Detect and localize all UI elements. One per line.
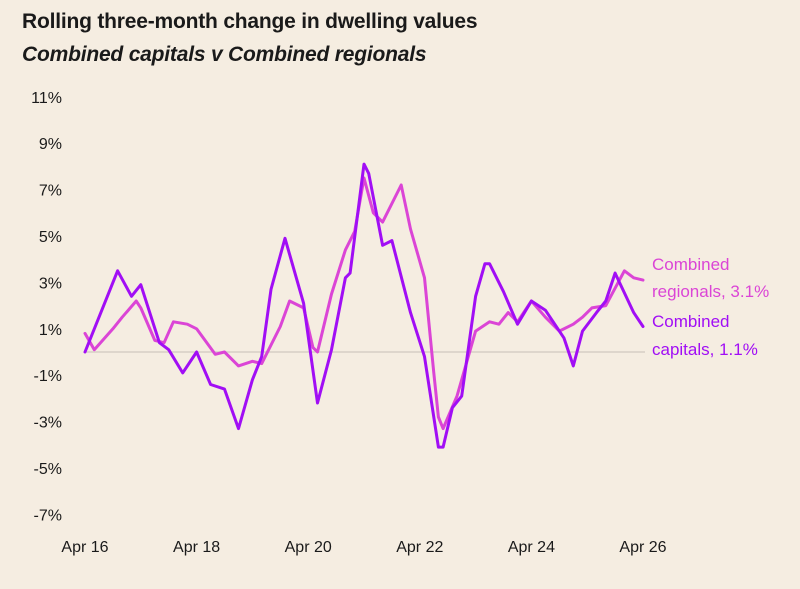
chart-subtitle: Combined capitals v Combined regionals [22, 43, 427, 66]
y-tick-label: 5% [39, 229, 62, 246]
y-tick-label: -7% [34, 507, 62, 524]
y-tick-label: -3% [34, 415, 62, 432]
y-tick-label: 7% [39, 183, 62, 200]
x-tick-label: Apr 18 [173, 539, 220, 556]
x-tick-label: Apr 26 [619, 539, 666, 556]
y-tick-label: -1% [34, 368, 62, 385]
chart-title: Rolling three-month change in dwelling v… [22, 10, 478, 33]
series-label: capitals, 1.1% [652, 340, 758, 359]
y-tick-label: 1% [39, 322, 62, 339]
x-tick-label: Apr 22 [396, 539, 443, 556]
series-label: regionals, 3.1% [652, 282, 769, 301]
series-label: Combined [652, 255, 730, 274]
series-label: Combined [652, 312, 730, 331]
x-tick-label: Apr 24 [508, 539, 555, 556]
series-line-combined-regionals [83, 176, 645, 431]
y-tick-label: 3% [39, 275, 62, 292]
y-tick-label: 11% [31, 90, 62, 107]
series-line-combined-capitals [83, 162, 645, 449]
x-tick-label: Apr 20 [285, 539, 332, 556]
y-tick-label: -5% [34, 461, 62, 478]
y-tick-label: 9% [39, 136, 62, 153]
x-tick-label: Apr 16 [61, 539, 108, 556]
